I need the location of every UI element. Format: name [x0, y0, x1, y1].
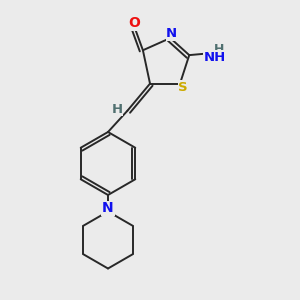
Text: H: H [214, 43, 224, 56]
Text: S: S [178, 81, 188, 94]
Text: NH: NH [204, 51, 226, 64]
Text: O: O [128, 16, 140, 30]
Text: N: N [102, 202, 114, 215]
Text: H: H [111, 103, 123, 116]
Text: N: N [166, 27, 177, 40]
